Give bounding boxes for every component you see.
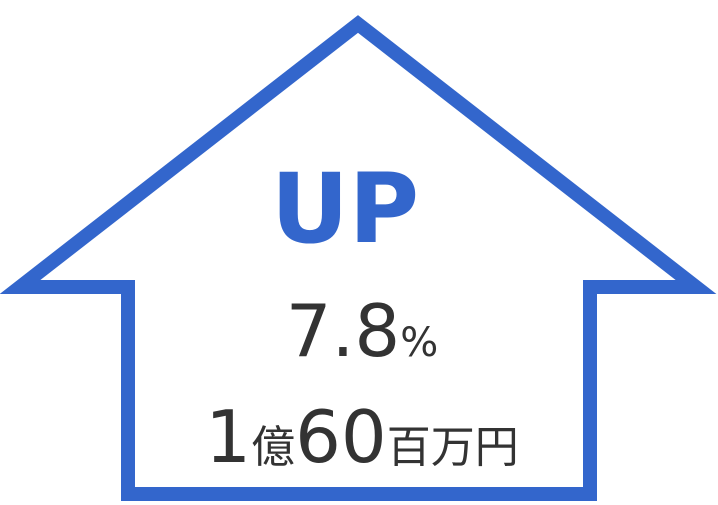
amount-part: 億 [251, 422, 295, 473]
up-label: UP [271, 153, 419, 265]
amount-part: 60 [295, 395, 387, 479]
amount-part: 1 [205, 395, 251, 479]
rate-unit: % [400, 320, 438, 366]
amount: 1億60百万円 [205, 395, 518, 479]
rate: 7.8% [286, 289, 439, 373]
up-arrow [0, 15, 717, 501]
rate-value: 7.8 [286, 289, 401, 373]
amount-part: 百万円 [387, 422, 519, 473]
